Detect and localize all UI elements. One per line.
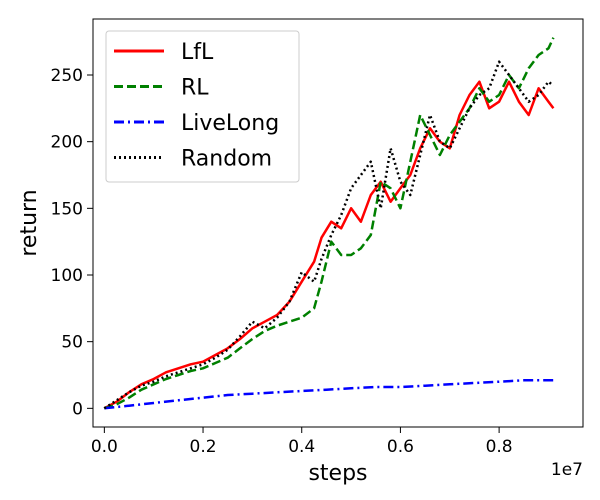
y-tick-label: 150 bbox=[51, 199, 83, 219]
x-tick-label: 0.6 bbox=[387, 437, 414, 457]
x-tick-label: 0.8 bbox=[486, 437, 513, 457]
y-axis-ticks: 0 50 100 150 200 250 bbox=[51, 66, 93, 419]
legend-label-rl: RL bbox=[181, 76, 209, 101]
y-tick-label: 0 bbox=[72, 399, 83, 419]
x-axis-label: steps bbox=[308, 461, 367, 486]
x-tick-label: 0.4 bbox=[288, 437, 315, 457]
x-axis-offset-label: 1e7 bbox=[551, 460, 583, 480]
plot-frame bbox=[92, 18, 584, 428]
y-tick-label: 250 bbox=[51, 66, 83, 86]
legend-items: LfL RL LiveLong Random bbox=[114, 40, 279, 172]
series-line-lfl bbox=[103, 80, 555, 410]
series-line-livelong bbox=[104, 379, 554, 410]
x-tick-label: 0.2 bbox=[190, 437, 217, 457]
x-axis-ticks: 0.0 0.2 0.4 0.6 0.8 bbox=[91, 427, 513, 457]
series-line-random bbox=[103, 60, 555, 410]
legend: LfL RL LiveLong Random bbox=[105, 30, 300, 183]
axes-layer bbox=[92, 18, 584, 428]
legend-label-random: Random bbox=[181, 147, 272, 172]
y-tick-label: 50 bbox=[61, 333, 83, 353]
legend-label-livelong: LiveLong bbox=[181, 111, 279, 136]
series-layer bbox=[103, 37, 555, 410]
legend-box bbox=[105, 30, 300, 183]
y-axis-label: return bbox=[17, 189, 42, 256]
legend-label-lfl: LfL bbox=[181, 40, 214, 65]
y-tick-label: 200 bbox=[51, 133, 83, 153]
series-line-rl bbox=[103, 37, 555, 410]
x-tick-label: 0.0 bbox=[91, 437, 118, 457]
y-tick-label: 100 bbox=[51, 266, 83, 286]
